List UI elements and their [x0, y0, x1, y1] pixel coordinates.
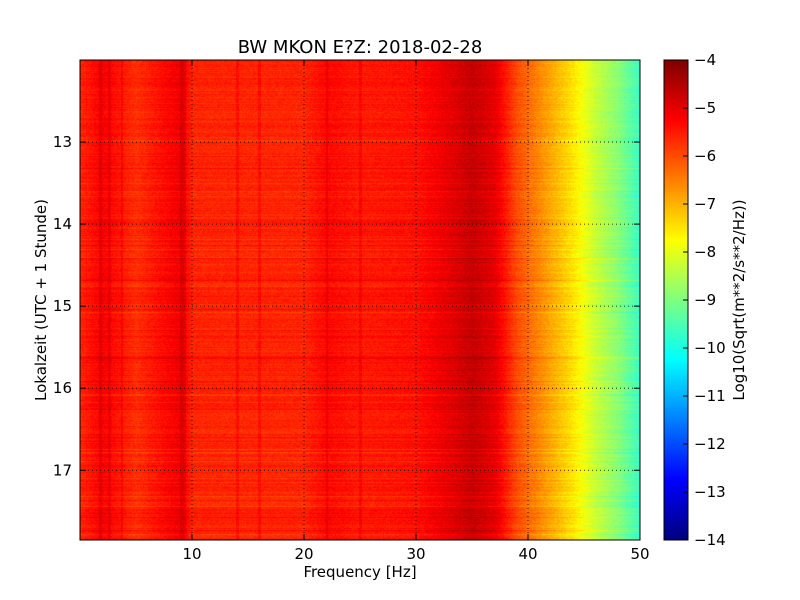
y-axis-ticks: 13 14 15 16 17	[53, 133, 640, 479]
x-tick-label: 10	[182, 545, 201, 563]
colorbar-label: Log10(Sqrt(m**2/s**2/Hz))	[730, 199, 748, 400]
y-tick-label: 13	[53, 133, 72, 151]
x-tick-label: 40	[518, 545, 537, 563]
plot-frame	[79, 59, 641, 541]
colorbar-tick-label: −12	[694, 435, 726, 453]
y-tick-label: 15	[53, 297, 72, 315]
colorbar-tick-label: −6	[694, 147, 716, 165]
colorbar-tick-label: −5	[694, 99, 716, 117]
x-axis-label: Frequency [Hz]	[303, 563, 416, 581]
colorbar-ticks: −4 −5 −6 −7 −8 −9 −10 −11 −12 −13 −14	[683, 51, 726, 549]
y-axis-label: Lokalzeit (UTC + 1 Stunde)	[32, 199, 50, 401]
colorbar-tick-label: −9	[694, 291, 716, 309]
colorbar-tick-label: −8	[694, 243, 716, 261]
colorbar-frame	[663, 59, 689, 541]
colorbar-tick-label: −4	[694, 51, 716, 69]
y-tick-label: 17	[53, 461, 72, 479]
y-tick-label: 14	[53, 215, 72, 233]
grid-lines	[80, 60, 640, 540]
x-axis-ticks: 10 20 30 40 50	[182, 60, 650, 563]
y-tick-label: 16	[53, 379, 72, 397]
x-tick-label: 50	[630, 545, 649, 563]
spectrogram-heatmap	[80, 60, 640, 540]
colorbar-tick-label: −14	[694, 531, 726, 549]
colorbar-tick-label: −13	[694, 483, 726, 501]
colorbar-tick-label: −11	[694, 387, 726, 405]
colorbar-tick-label: −7	[694, 195, 716, 213]
x-tick-label: 20	[294, 545, 313, 563]
chart-title: BW MKON E?Z: 2018-02-28	[238, 37, 483, 58]
colorbar-tick-label: −10	[694, 339, 726, 357]
x-tick-label: 30	[406, 545, 425, 563]
